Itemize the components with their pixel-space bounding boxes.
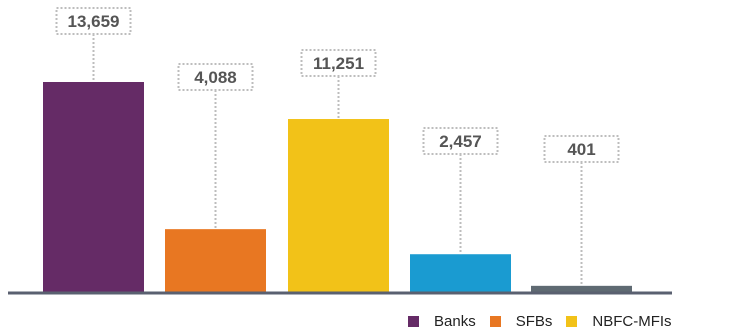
data-label-3: 11,251 — [313, 54, 364, 73]
data-label-1: 13,659 — [68, 12, 120, 31]
legend-swatch-banks — [408, 315, 419, 327]
legend-label-nbfc-mfis: NBFC-MFIs — [592, 312, 672, 330]
legend-item-banks: Banks — [408, 313, 476, 330]
bar-3 — [288, 119, 389, 292]
data-label-box-3 — [300, 49, 377, 77]
data-label-5: 401 — [567, 140, 595, 159]
legend-item-sfbs: SFBs — [489, 312, 553, 330]
legend-item-nbfc-mfis: NBFC-MFIs — [566, 312, 672, 330]
legend-label-banks: Banks — [434, 312, 476, 330]
bar-4 — [410, 254, 511, 292]
bar-2 — [165, 229, 266, 292]
data-label-4: 2,457 — [439, 132, 482, 151]
bar-5 — [531, 285, 632, 292]
legend: Banks SFBs NBFC-MFIs — [408, 308, 686, 334]
legend-label-sfbs: SFBs — [515, 312, 553, 330]
legend-swatch-sfbs — [489, 315, 501, 327]
data-label-box-2 — [177, 63, 254, 91]
bar-1 — [43, 82, 144, 292]
legend-swatch-nbfc-mfis — [566, 315, 578, 327]
data-label-2: 4,088 — [194, 68, 237, 87]
